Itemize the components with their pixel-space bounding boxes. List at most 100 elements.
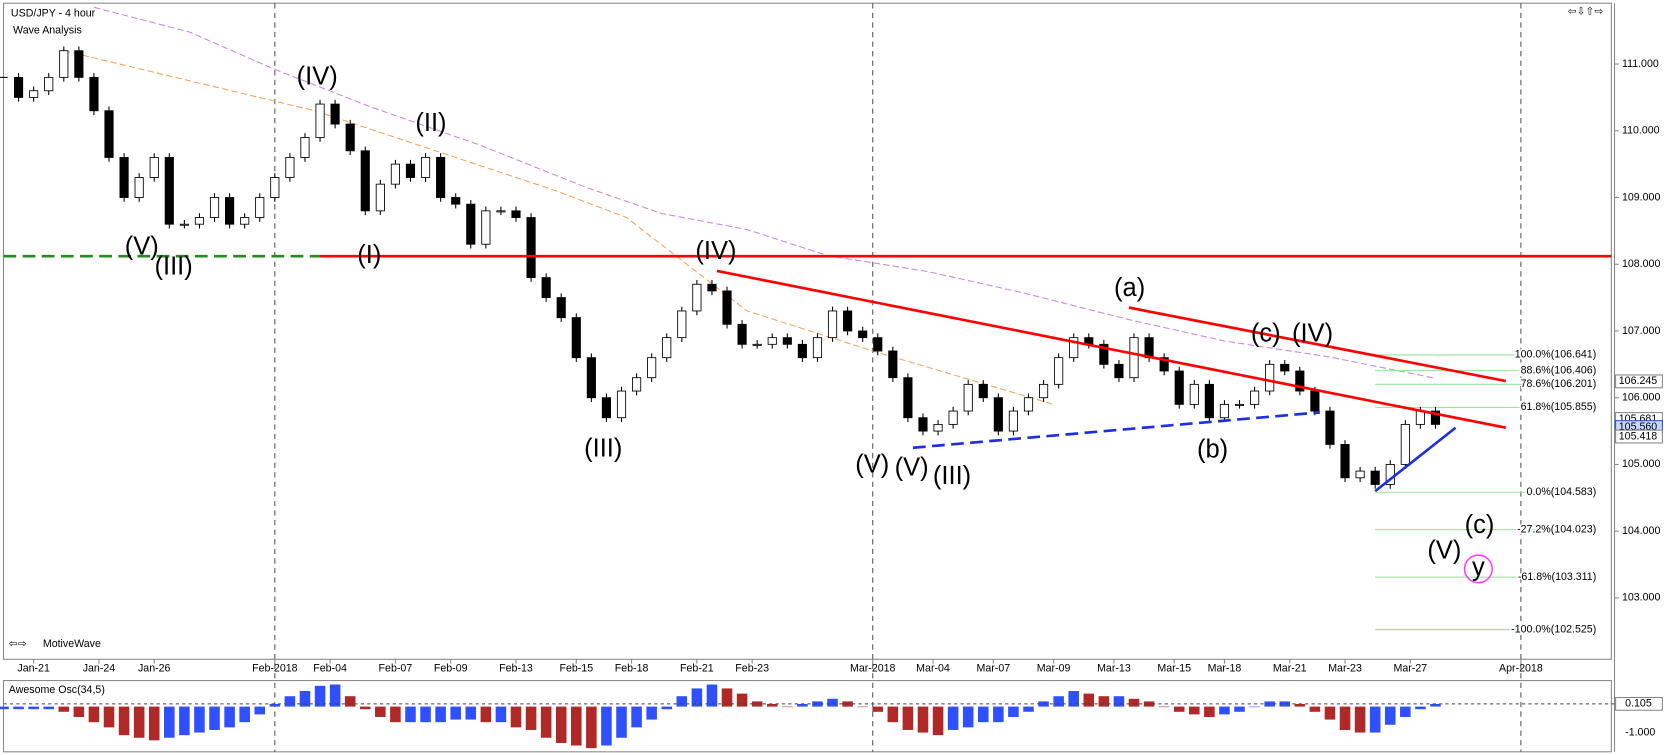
candle xyxy=(1069,337,1079,359)
oscillator-bar xyxy=(450,706,461,720)
oscillator-bar xyxy=(390,706,401,723)
y-tick-label: 111.000 xyxy=(1622,58,1659,70)
candle xyxy=(797,343,807,359)
wave-label: (V) xyxy=(895,454,929,482)
candle xyxy=(752,343,762,346)
trendline xyxy=(1128,306,1507,383)
candle xyxy=(526,217,536,279)
oscillator-bar xyxy=(58,706,70,712)
candle xyxy=(1250,390,1260,405)
oscillator-bar xyxy=(43,706,54,710)
chart-subtitle: Wave Analysis xyxy=(13,25,82,37)
oscillator-bar xyxy=(269,703,281,707)
candle xyxy=(511,210,521,218)
candle xyxy=(164,157,174,225)
y-tick-label: 104.000 xyxy=(1622,525,1660,537)
oscillator-bar xyxy=(284,696,296,707)
candle xyxy=(149,157,159,178)
wave-label: (c) xyxy=(1465,511,1495,539)
oscillator-bar xyxy=(118,706,130,736)
wave-label: (III) xyxy=(933,462,971,490)
candle xyxy=(1219,403,1230,419)
oscillator-bar xyxy=(1143,701,1155,707)
y-tick-label: 0.105 xyxy=(1625,698,1652,710)
price-tag-label: 105.418 xyxy=(1619,430,1657,442)
oscillator-bar xyxy=(1234,706,1245,712)
wave-label: (II) xyxy=(415,109,446,137)
x-tick-label: Mar-23 xyxy=(1328,663,1362,675)
wave-label: (c) xyxy=(1251,320,1281,348)
candle xyxy=(1340,443,1350,479)
candle xyxy=(692,283,702,312)
y-tick-label: 103.000 xyxy=(1622,592,1660,604)
candle xyxy=(1310,390,1320,412)
candle xyxy=(1144,337,1154,359)
x-tick-label: Feb-04 xyxy=(313,663,347,675)
candle xyxy=(44,76,54,92)
fib-label: 61.8%(105.855) xyxy=(1521,401,1597,413)
candle xyxy=(104,110,114,158)
wave-label: (V) xyxy=(855,450,889,478)
oscillator-bar xyxy=(1023,706,1034,712)
y-tick-label: 110.000 xyxy=(1622,125,1660,137)
y-tick-label: 106.000 xyxy=(1622,392,1660,404)
fib-label: 88.6%(106.406) xyxy=(1521,364,1597,376)
oscillator-bar xyxy=(872,706,884,712)
wave-label: (IV) xyxy=(1292,320,1333,348)
candle xyxy=(616,390,627,419)
x-tick-label: Feb-15 xyxy=(559,663,593,675)
candle xyxy=(1189,383,1199,405)
wave-label: y xyxy=(1472,554,1485,582)
candle xyxy=(405,163,416,178)
candle xyxy=(330,103,340,125)
candle xyxy=(1415,410,1425,425)
oscillator-bar xyxy=(1279,701,1291,707)
oscillator-bar xyxy=(797,703,808,707)
oscillator-bar xyxy=(1294,703,1306,707)
oscillator-bar xyxy=(1189,706,1200,715)
oscillator-bar xyxy=(962,706,974,728)
candle xyxy=(29,90,39,98)
candle xyxy=(1370,470,1380,485)
fib-label: 0.0%(104.583) xyxy=(1527,486,1597,498)
fib-label: -27.2%(104.023) xyxy=(1517,523,1596,535)
oscillator-bar xyxy=(1204,706,1215,717)
oscillator-bar xyxy=(314,685,326,707)
oscillator-bar xyxy=(827,698,838,707)
wave-label: (I) xyxy=(357,241,381,269)
oscillator-bar xyxy=(405,706,416,723)
x-tick-label: Feb-18 xyxy=(615,663,649,675)
candle xyxy=(963,383,973,412)
oscillator-bar xyxy=(148,706,160,741)
candle xyxy=(1204,383,1214,419)
panel-controls[interactable]: ⇦⇩⇧⇨ xyxy=(1568,6,1604,18)
trendline xyxy=(912,411,1321,450)
candle xyxy=(601,397,612,419)
y-tick-label: 107.000 xyxy=(1622,325,1660,337)
oscillator-bar xyxy=(661,706,673,710)
nav-arrows[interactable]: ⇦⇨ xyxy=(9,638,27,650)
x-tick-label: Feb-23 xyxy=(735,663,769,675)
candle xyxy=(903,377,913,419)
candle xyxy=(1038,383,1049,399)
y-tick-label: -1.000 xyxy=(1625,726,1655,738)
plot-layer: 111.000 110.000 109.000 108.000 107.000 106.0… xyxy=(0,3,1663,752)
wave-label: (V) xyxy=(1427,537,1461,565)
oscillator-bar xyxy=(1083,693,1095,707)
candle xyxy=(662,337,672,359)
oscillator-bar xyxy=(103,706,115,728)
oscillator-bar xyxy=(1008,706,1019,717)
oscillator-bar xyxy=(510,706,522,728)
annotation-ring xyxy=(1463,554,1494,584)
oscillator-bar xyxy=(73,706,85,717)
candle xyxy=(1129,337,1139,379)
oscillator-bar xyxy=(812,701,823,707)
oscillator-bar xyxy=(616,706,627,738)
x-tick-label: Mar-07 xyxy=(976,663,1010,675)
moving-average xyxy=(93,6,1436,379)
candle xyxy=(873,337,883,352)
candle xyxy=(270,177,280,198)
oscillator-bar xyxy=(887,706,899,723)
oscillator-bar xyxy=(1113,696,1125,707)
candle xyxy=(737,323,747,345)
